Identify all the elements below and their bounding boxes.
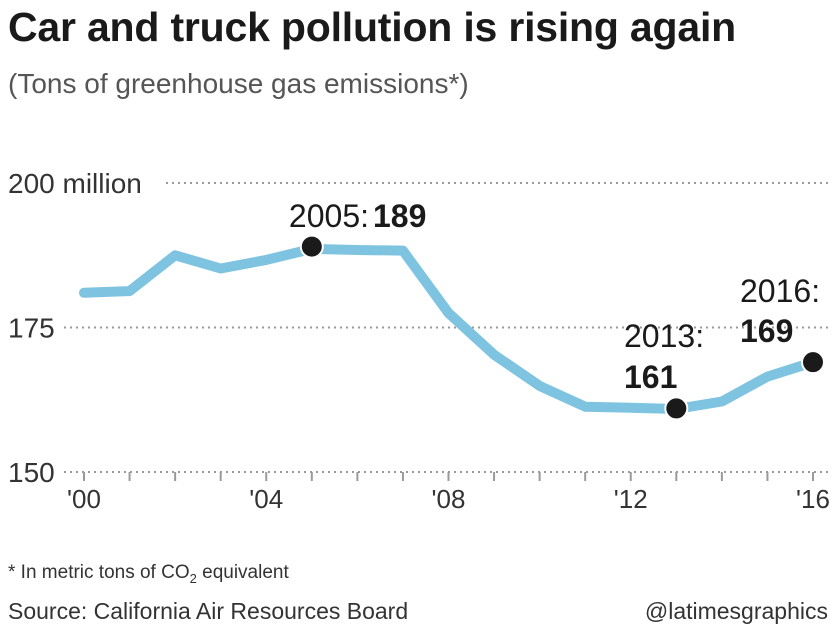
y-tick-label: 175 [8,313,55,344]
highlight-point [299,234,324,259]
chart-title: Car and truck pollution is rising again [8,4,737,50]
credit: @latimesgraphics [644,598,828,624]
data-label-value: 161 [624,359,677,395]
x-tick-label: '12 [614,484,648,514]
data-label-year: 2016: [740,273,820,309]
x-tick-label: '04 [249,484,283,514]
highlight-point [801,350,825,375]
data-label-year: 2013: [624,318,704,354]
chart-subtitle: (Tons of greenhouse gas emissions*) [8,68,469,99]
footnote: * In metric tons of CO2 equivalent [8,562,289,586]
line-chart: 200 million 175 150 '00 '04 '08 '12 '16 2005: 18… [8,168,832,514]
footnote-co2-subscript: 2 [189,570,197,586]
footnote-co2: CO [161,562,190,583]
source-note: Source: California Air Resources Board [8,598,409,624]
x-tick-label: '08 [432,484,466,514]
x-tick-label: '16 [796,484,830,514]
data-label-value: 189 [373,198,426,234]
y-tick-label: 150 [8,457,55,488]
highlight-point [664,396,689,421]
footnote-suffix: equivalent [196,562,289,583]
y-tick-label: 200 million [8,168,142,199]
data-label-value: 169 [740,313,793,349]
series-line [79,243,818,414]
x-tick-label: '00 [67,484,101,514]
data-label-year: 2005: [289,198,369,234]
footnote-prefix: * In metric tons of [8,562,162,583]
